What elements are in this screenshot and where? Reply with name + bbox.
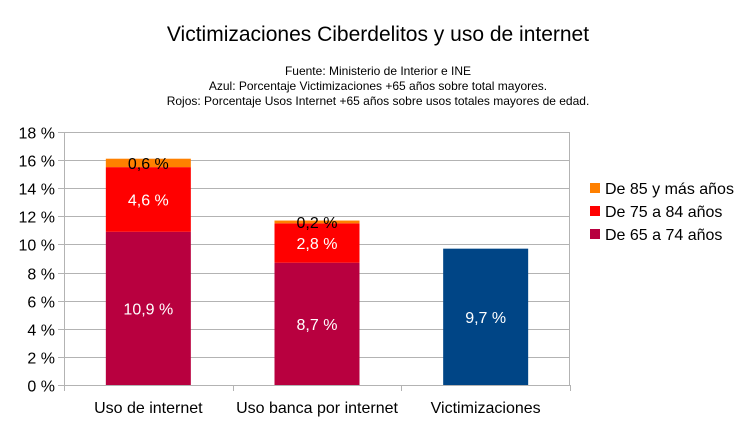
y-tick-label: 0 % (27, 379, 55, 396)
chart-title: Victimizaciones Ciberdelitos y uso de in… (167, 23, 589, 46)
axes: 0 % 2 % 4 % 6 % 8 % 10 % 12 % 14 % 16 % 18 % Uso d… (19, 126, 571, 417)
data-label: 0,6 % (128, 156, 169, 173)
bar-segment (274, 262, 360, 385)
x-category-label: Uso de internet (94, 400, 203, 417)
legend-label: De 75 a 84 años (605, 204, 722, 221)
data-label: 2,8 % (297, 236, 338, 253)
x-category-label: Uso banca por internet (236, 400, 398, 417)
legend: De 85 y más años De 75 a 84 años De 65 a 7… (590, 181, 734, 244)
bars: 10,9 % 4,6 % 0,6 % 8,7 % 2,8 % 0,2 % 9,7 % (105, 156, 529, 385)
y-tick-label: 8 % (27, 267, 55, 284)
chart-subtitle-line-3: Rojos: Porcentaje Usos Internet +65 años… (167, 94, 590, 108)
legend-swatch (590, 206, 600, 216)
data-label: 8,7 % (297, 317, 338, 334)
y-tick-label: 10 % (19, 238, 55, 255)
y-tick-label: 2 % (27, 351, 55, 368)
bar-segment (274, 220, 360, 224)
bar-segment (105, 231, 191, 385)
legend-swatch (590, 229, 600, 239)
y-tick-label: 6 % (27, 295, 55, 312)
chart-subtitle-line-1: Fuente: Ministerio de Interior e INE (285, 64, 471, 78)
x-category-label: Victimizaciones (431, 400, 541, 417)
bar-segment (274, 223, 360, 263)
bar-segment (443, 248, 529, 385)
legend-swatch (590, 183, 600, 193)
y-tick-label: 4 % (27, 323, 55, 340)
y-tick-label: 14 % (19, 182, 55, 199)
y-tick-label: 18 % (19, 126, 55, 143)
y-tick-label: 16 % (19, 154, 55, 171)
bar-segment (105, 158, 191, 168)
data-label: 9,7 % (465, 310, 506, 327)
legend-label: De 85 y más años (605, 181, 734, 198)
data-label: 10,9 % (123, 301, 173, 318)
legend-label: De 65 a 74 años (605, 227, 722, 244)
y-tick-label: 12 % (19, 210, 55, 227)
data-label: 4,6 % (128, 192, 169, 209)
bar-segment (105, 167, 191, 232)
chart-subtitle-line-2: Azul: Porcentaje Victimizaciones +65 año… (209, 79, 547, 93)
data-label: 0,2 % (297, 215, 338, 232)
